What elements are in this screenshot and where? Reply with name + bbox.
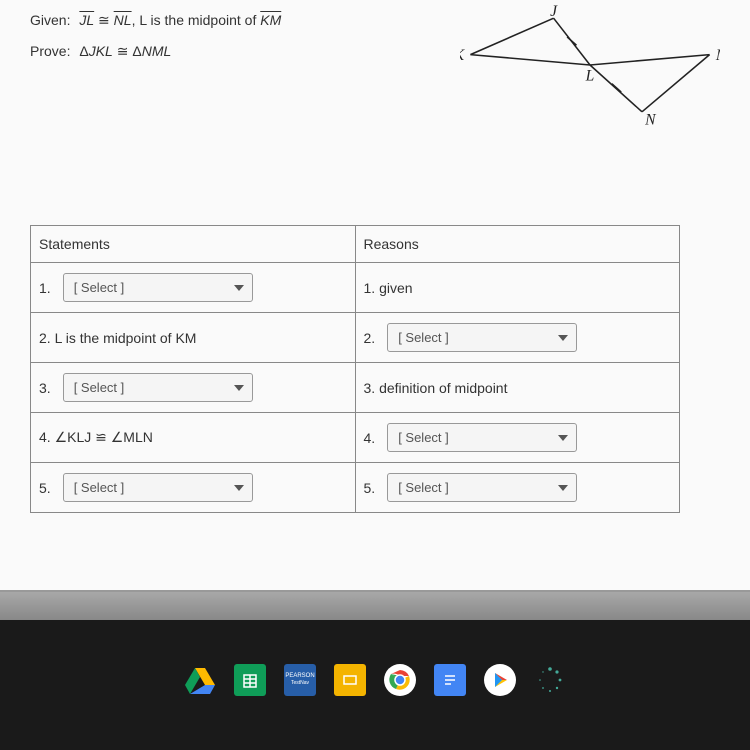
reason-cell-3: 3. definition of midpoint	[355, 363, 680, 413]
row-number: 4.	[364, 430, 376, 446]
reason-select-2[interactable]: [ Select ]	[387, 323, 577, 352]
row-number: 5.	[364, 480, 376, 496]
problem-header: Given: JL ≅ NL, L is the midpoint of KM …	[30, 0, 720, 125]
reason-cell-1: 1. given	[355, 263, 680, 313]
pearson-icon[interactable]: PEARSONTestNav	[284, 664, 316, 696]
svg-text:M: M	[715, 47, 720, 64]
prove-label: Prove:	[30, 43, 70, 59]
table-row: 5. [ Select ] 5. [ Select ]	[31, 463, 680, 513]
google-docs-icon[interactable]	[434, 664, 466, 696]
statement-cell-1: 1. [ Select ]	[31, 263, 356, 313]
play-store-icon[interactable]	[484, 664, 516, 696]
google-slides-icon[interactable]	[334, 664, 366, 696]
svg-text:K: K	[460, 47, 466, 64]
svg-text:N: N	[644, 111, 657, 125]
reason-select-5[interactable]: [ Select ]	[387, 473, 577, 502]
proof-table: Statements Reasons 1. [ Select ] 1. give…	[30, 225, 680, 513]
row-number: 2.	[364, 330, 376, 346]
table-header-row: Statements Reasons	[31, 226, 680, 263]
table-row: 3. [ Select ] 3. definition of midpoint	[31, 363, 680, 413]
problem-text: Given: JL ≅ NL, L is the midpoint of KM …	[30, 5, 281, 67]
reasons-header: Reasons	[355, 226, 680, 263]
svg-text:L: L	[585, 68, 595, 85]
monitor-bezel	[0, 590, 750, 620]
loading-spinner-icon	[534, 664, 566, 696]
statement-select-5[interactable]: [ Select ]	[63, 473, 253, 502]
worksheet-page: Given: JL ≅ NL, L is the midpoint of KM …	[0, 0, 750, 590]
reason-cell-4: 4. [ Select ]	[355, 413, 680, 463]
statement-cell-5: 5. [ Select ]	[31, 463, 356, 513]
given-line: Given: JL ≅ NL, L is the midpoint of KM	[30, 5, 281, 36]
row-number: 3.	[39, 380, 51, 396]
given-content: JL ≅ NL, L is the midpoint of KM	[79, 12, 281, 28]
row-number: 5.	[39, 480, 51, 496]
taskbar: PEARSONTestNav	[0, 655, 750, 705]
svg-text:J: J	[550, 5, 558, 20]
chrome-icon[interactable]	[384, 664, 416, 696]
statement-select-1[interactable]: [ Select ]	[63, 273, 253, 302]
prove-line: Prove: ΔJKL ≅ ΔNML	[30, 36, 281, 67]
table-row: 4. ∠KLJ ≌ ∠MLN 4. [ Select ]	[31, 413, 680, 463]
table-row: 1. [ Select ] 1. given	[31, 263, 680, 313]
geometry-diagram: J K L M N	[460, 5, 720, 125]
reason-cell-5: 5. [ Select ]	[355, 463, 680, 513]
row-number: 1.	[39, 280, 51, 296]
statements-header: Statements	[31, 226, 356, 263]
statement-cell-3: 3. [ Select ]	[31, 363, 356, 413]
pearson-text: PEARSONTestNav	[285, 673, 314, 686]
reason-cell-2: 2. [ Select ]	[355, 313, 680, 363]
reason-select-4[interactable]: [ Select ]	[387, 423, 577, 452]
statement-cell-4: 4. ∠KLJ ≌ ∠MLN	[31, 413, 356, 463]
google-sheets-icon[interactable]	[234, 664, 266, 696]
google-drive-icon[interactable]	[184, 664, 216, 696]
statement-cell-2: 2. L is the midpoint of KM	[31, 313, 356, 363]
given-label: Given:	[30, 12, 70, 28]
prove-content: ΔJKL ≅ ΔNML	[79, 43, 171, 59]
table-row: 2. L is the midpoint of KM 2. [ Select ]	[31, 313, 680, 363]
desktop-background: PEARSONTestNav	[0, 620, 750, 750]
statement-select-3[interactable]: [ Select ]	[63, 373, 253, 402]
